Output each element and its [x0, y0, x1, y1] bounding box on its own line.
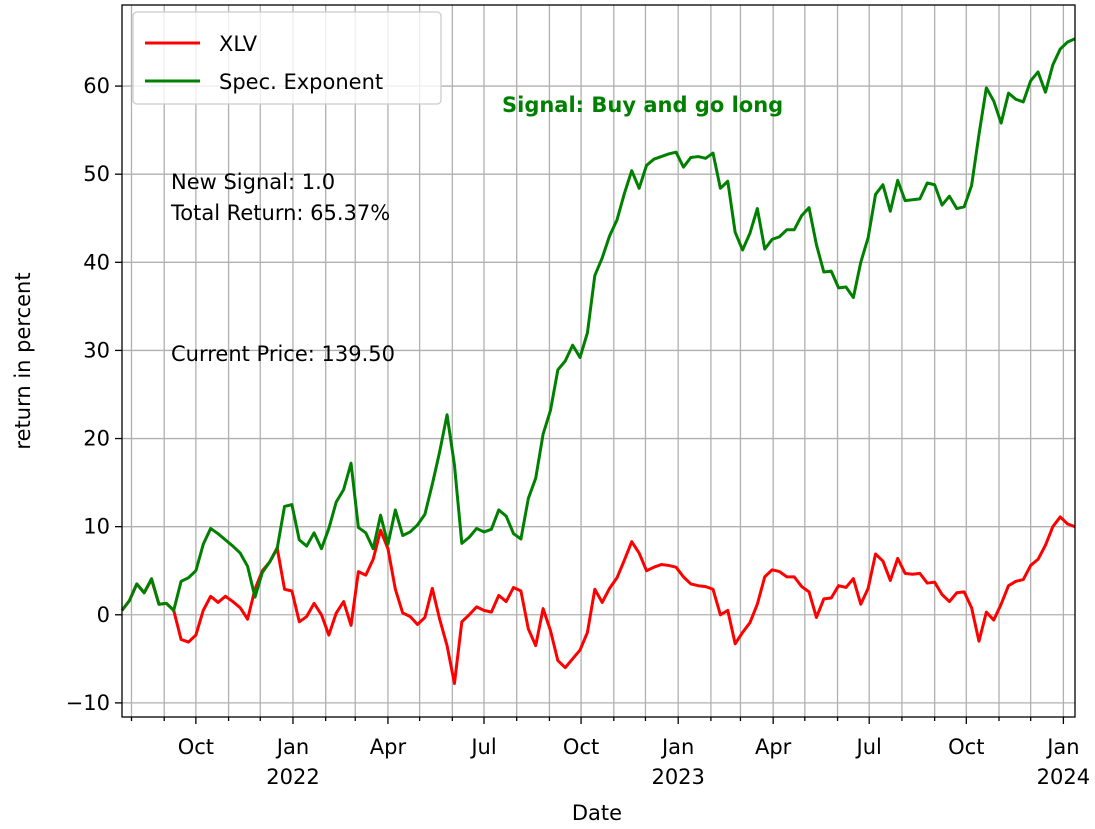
- x-tick-label: Jan: [1045, 735, 1079, 759]
- annotation: Total Return: 65.37%: [170, 201, 390, 225]
- legend-label: Spec. Exponent: [219, 70, 383, 94]
- x-tick-label: Oct: [948, 735, 984, 759]
- x-axis-label: Date: [572, 801, 622, 825]
- legend-label: XLV: [219, 32, 258, 56]
- annotation: New Signal: 1.0: [171, 170, 335, 194]
- annotation: Current Price: 139.50: [171, 342, 395, 366]
- x-tick-label: Oct: [178, 735, 214, 759]
- x-tick-label: Jan: [275, 735, 309, 759]
- y-tick-label: 60: [83, 74, 110, 98]
- x-tick-label: Oct: [563, 735, 599, 759]
- x-tick-label: Apr: [755, 735, 792, 759]
- y-tick-label: 50: [83, 162, 110, 186]
- y-axis-label: return in percent: [11, 272, 35, 449]
- series-line: [120, 515, 1076, 686]
- x-tick-year: 2024: [1037, 765, 1090, 789]
- x-tick-year: 2022: [266, 765, 319, 789]
- x-tick-label: Jan: [660, 735, 694, 759]
- x-tick-label: Apr: [370, 735, 407, 759]
- series-line: [120, 37, 1076, 612]
- x-tick-label: Jul: [855, 735, 882, 759]
- x-tick-year: 2023: [651, 765, 704, 789]
- annotation: Signal: Buy and go long: [502, 93, 783, 117]
- x-tick-label: Jul: [469, 735, 496, 759]
- y-tick-label: 10: [83, 515, 110, 539]
- y-tick-label: 0: [97, 603, 110, 627]
- y-tick-label: 30: [83, 338, 110, 362]
- plot-frame: [121, 4, 1076, 718]
- y-tick-label: −10: [66, 691, 110, 715]
- legend-box: [132, 11, 442, 105]
- y-tick-label: 40: [83, 250, 110, 274]
- y-tick-label: 20: [83, 427, 110, 451]
